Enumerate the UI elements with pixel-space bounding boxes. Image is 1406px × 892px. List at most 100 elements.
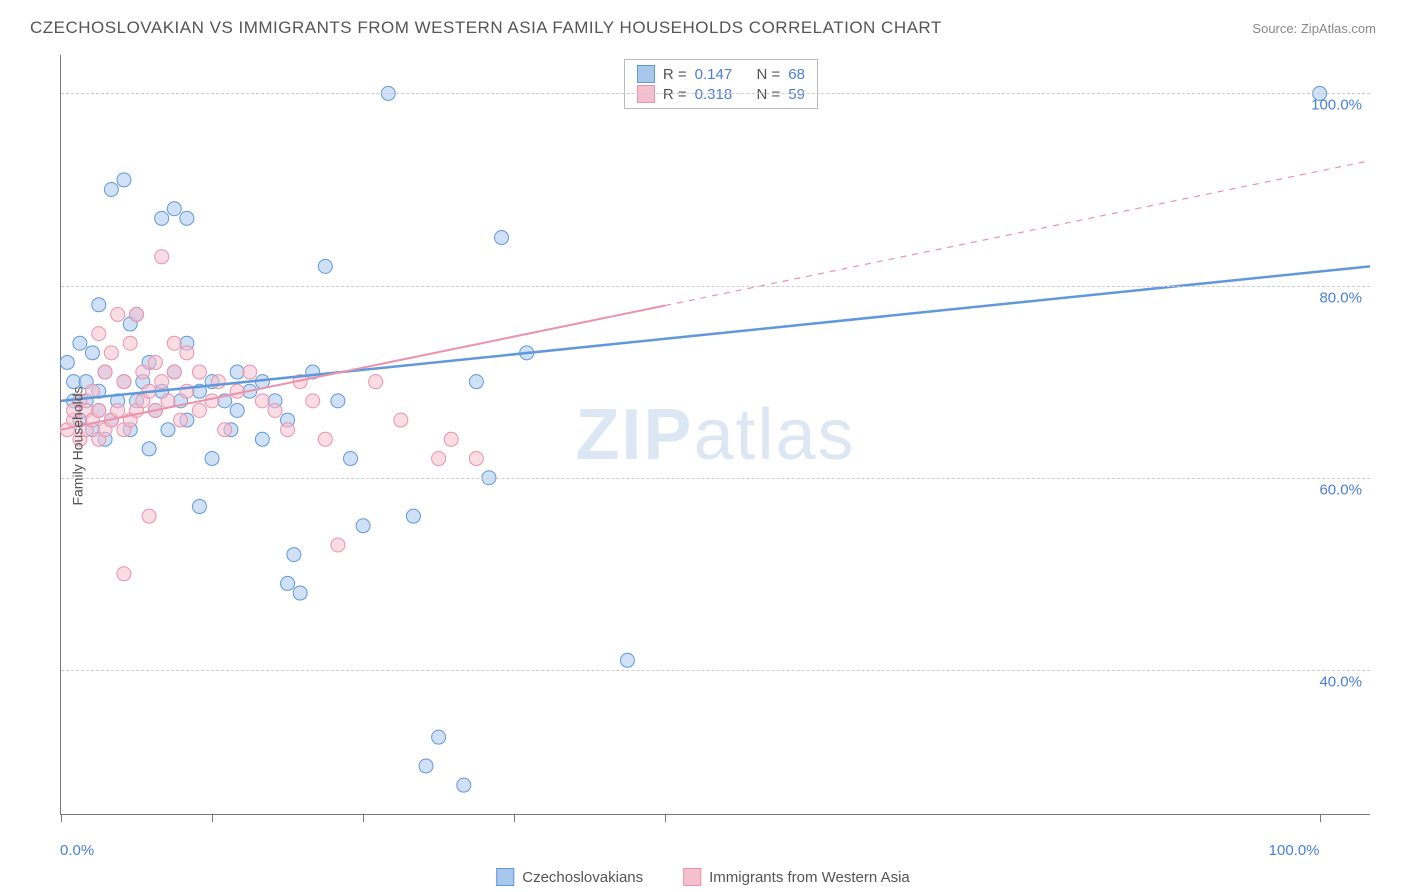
data-point xyxy=(92,403,106,417)
gridline xyxy=(61,478,1370,479)
x-tick xyxy=(212,814,213,822)
data-point xyxy=(142,509,156,523)
source-link[interactable]: ZipAtlas.com xyxy=(1301,21,1376,36)
data-point xyxy=(155,375,169,389)
data-point xyxy=(318,259,332,273)
data-point xyxy=(155,250,169,264)
data-point xyxy=(394,413,408,427)
data-point xyxy=(117,567,131,581)
chart-svg xyxy=(61,55,1370,814)
data-point xyxy=(111,307,125,321)
legend-item: Czechoslovakians xyxy=(496,868,643,886)
y-tick-label: 40.0% xyxy=(1319,673,1362,690)
data-point xyxy=(104,346,118,360)
data-point xyxy=(620,653,634,667)
data-point xyxy=(161,423,175,437)
legend-label: Immigrants from Western Asia xyxy=(709,869,910,886)
x-tick-label: 100.0% xyxy=(1269,842,1320,859)
chart-title: CZECHOSLOVAKIAN VS IMMIGRANTS FROM WESTE… xyxy=(30,18,942,38)
data-point xyxy=(268,403,282,417)
y-tick-label: 100.0% xyxy=(1311,97,1362,114)
data-point xyxy=(230,403,244,417)
data-point xyxy=(123,336,137,350)
data-point xyxy=(142,442,156,456)
data-point xyxy=(211,375,225,389)
stats-row: R = 0.147 N = 68 xyxy=(637,64,805,84)
gridline xyxy=(61,93,1370,94)
data-point xyxy=(281,576,295,590)
legend-item: Immigrants from Western Asia xyxy=(683,868,910,886)
data-point xyxy=(148,355,162,369)
data-point xyxy=(218,423,232,437)
data-point xyxy=(192,403,206,417)
x-tick-label: 0.0% xyxy=(60,842,94,859)
data-point xyxy=(73,336,87,350)
data-point xyxy=(92,298,106,312)
data-point xyxy=(293,586,307,600)
data-point xyxy=(243,365,257,379)
data-point xyxy=(255,432,269,446)
data-point xyxy=(281,423,295,437)
gridline xyxy=(61,286,1370,287)
data-point xyxy=(117,375,131,389)
x-tick xyxy=(363,814,364,822)
legend-swatch xyxy=(496,868,514,886)
data-point xyxy=(331,394,345,408)
data-point xyxy=(205,394,219,408)
data-point xyxy=(318,432,332,446)
data-point xyxy=(306,394,320,408)
legend-swatch xyxy=(683,868,701,886)
source-label: Source: ZipAtlas.com xyxy=(1252,21,1376,36)
legend-swatch xyxy=(637,65,655,83)
data-point xyxy=(111,403,125,417)
data-point xyxy=(369,375,383,389)
data-point xyxy=(167,202,181,216)
data-point xyxy=(287,548,301,562)
y-tick-label: 60.0% xyxy=(1319,481,1362,498)
data-point xyxy=(92,327,106,341)
legend: Czechoslovakians Immigrants from Western … xyxy=(496,868,910,886)
x-tick xyxy=(61,814,62,822)
data-point xyxy=(255,394,269,408)
data-point xyxy=(117,173,131,187)
x-tick xyxy=(1320,814,1321,822)
data-point xyxy=(98,365,112,379)
gridline xyxy=(61,670,1370,671)
data-point xyxy=(457,778,471,792)
data-point xyxy=(174,413,188,427)
data-point xyxy=(406,509,420,523)
data-point xyxy=(469,375,483,389)
data-point xyxy=(136,365,150,379)
data-point xyxy=(356,519,370,533)
trend-line-dashed xyxy=(665,161,1370,306)
x-tick xyxy=(514,814,515,822)
data-point xyxy=(432,452,446,466)
data-point xyxy=(205,452,219,466)
data-point xyxy=(180,211,194,225)
data-point xyxy=(230,384,244,398)
plot-area: ZIPatlas R = 0.147 N = 68 R = 0.318 N = … xyxy=(60,55,1370,815)
y-axis-label: Family Households xyxy=(70,386,86,505)
data-point xyxy=(155,211,169,225)
data-point xyxy=(167,336,181,350)
stats-box: R = 0.147 N = 68 R = 0.318 N = 59 xyxy=(624,59,818,109)
data-point xyxy=(60,355,74,369)
data-point xyxy=(192,500,206,514)
legend-label: Czechoslovakians xyxy=(522,869,643,886)
data-point xyxy=(419,759,433,773)
data-point xyxy=(230,365,244,379)
data-point xyxy=(432,730,446,744)
data-point xyxy=(192,365,206,379)
data-point xyxy=(180,346,194,360)
y-tick-label: 80.0% xyxy=(1319,289,1362,306)
data-point xyxy=(167,365,181,379)
data-point xyxy=(104,183,118,197)
data-point xyxy=(343,452,357,466)
data-point xyxy=(469,452,483,466)
data-point xyxy=(130,307,144,321)
data-point xyxy=(85,346,99,360)
x-tick xyxy=(665,814,666,822)
data-point xyxy=(495,231,509,245)
data-point xyxy=(331,538,345,552)
data-point xyxy=(444,432,458,446)
